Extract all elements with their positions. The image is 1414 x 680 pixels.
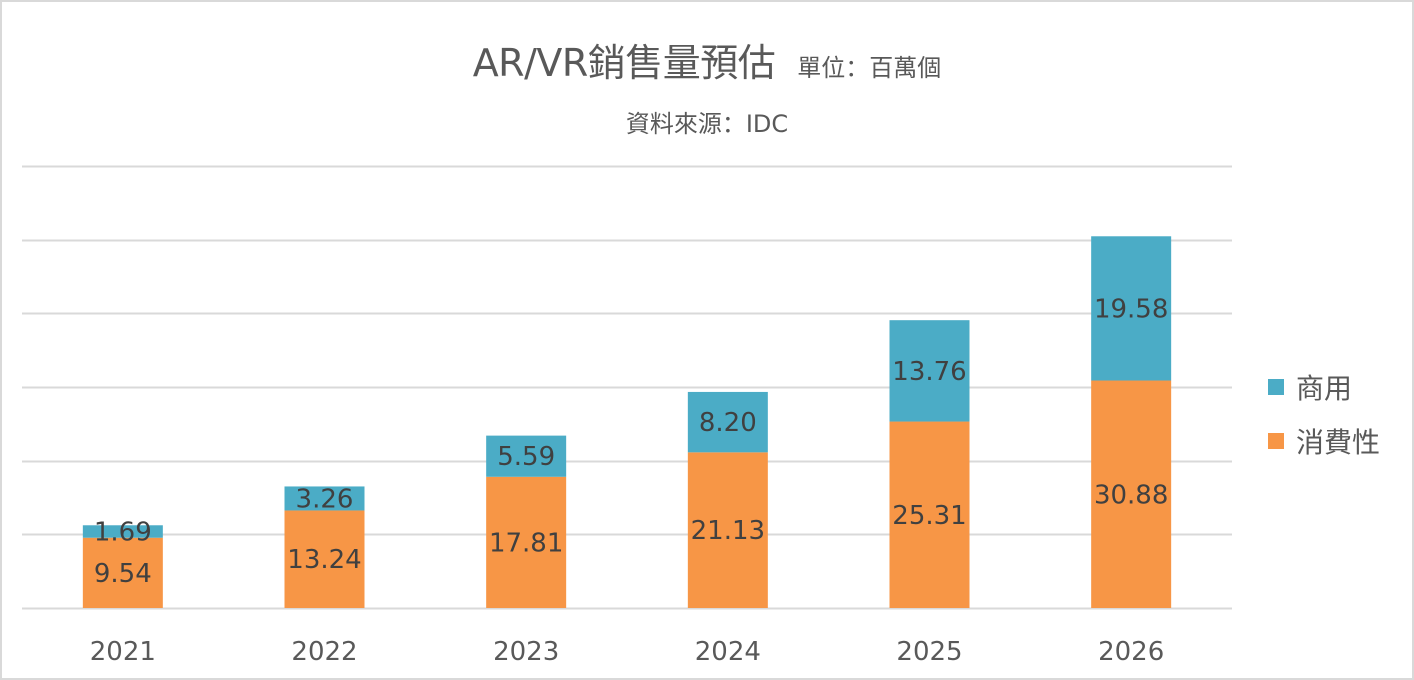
chart-subtitle: 資料來源：IDC	[625, 110, 789, 138]
legend-swatch-consumer	[1268, 433, 1284, 449]
data-label: 13.24	[287, 545, 361, 575]
bar-commercial	[1091, 236, 1172, 381]
chart-title: AR/VR銷售量預估 單位：百萬個	[2, 32, 1412, 87]
data-label: 5.59	[497, 442, 555, 472]
data-label: 1.69	[94, 517, 152, 547]
x-tick-label: 2021	[90, 637, 156, 667]
legend-item-commercial: 商用	[1268, 367, 1352, 407]
legend-label-consumer: 消費性	[1296, 426, 1381, 459]
bar-consumer	[1091, 380, 1172, 608]
x-tick-label: 2024	[695, 637, 761, 667]
data-label: 17.81	[489, 528, 563, 558]
chart-title-main: AR/VR銷售量預估	[472, 41, 776, 85]
bar-commercial	[82, 525, 163, 538]
bar-commercial	[284, 486, 365, 511]
bar-consumer	[889, 421, 970, 608]
x-tick-label: 2023	[493, 637, 559, 667]
bar-commercial	[486, 435, 567, 477]
x-tick-label: 2026	[1098, 637, 1164, 667]
chart-unit: 單位：百萬個	[797, 54, 942, 82]
x-tick-label: 2025	[896, 637, 962, 667]
legend-swatch-commercial	[1268, 379, 1284, 395]
data-label: 3.26	[296, 484, 354, 514]
x-tick-label: 2022	[291, 637, 357, 667]
bar-consumer	[82, 537, 163, 608]
bar-consumer	[284, 510, 365, 608]
bar-consumer	[486, 476, 567, 608]
data-label: 19.58	[1094, 294, 1168, 324]
bar-commercial	[889, 320, 970, 422]
data-label: 30.88	[1094, 480, 1168, 510]
data-label: 21.13	[691, 516, 765, 546]
bar-consumer	[687, 452, 768, 608]
legend-label-commercial: 商用	[1296, 372, 1353, 405]
data-label: 13.76	[892, 357, 966, 387]
data-label: 8.20	[699, 408, 757, 438]
data-label: 9.54	[94, 559, 152, 589]
legend-item-consumer: 消費性	[1268, 421, 1380, 461]
bar-commercial	[687, 391, 768, 453]
data-label: 25.31	[892, 501, 966, 531]
